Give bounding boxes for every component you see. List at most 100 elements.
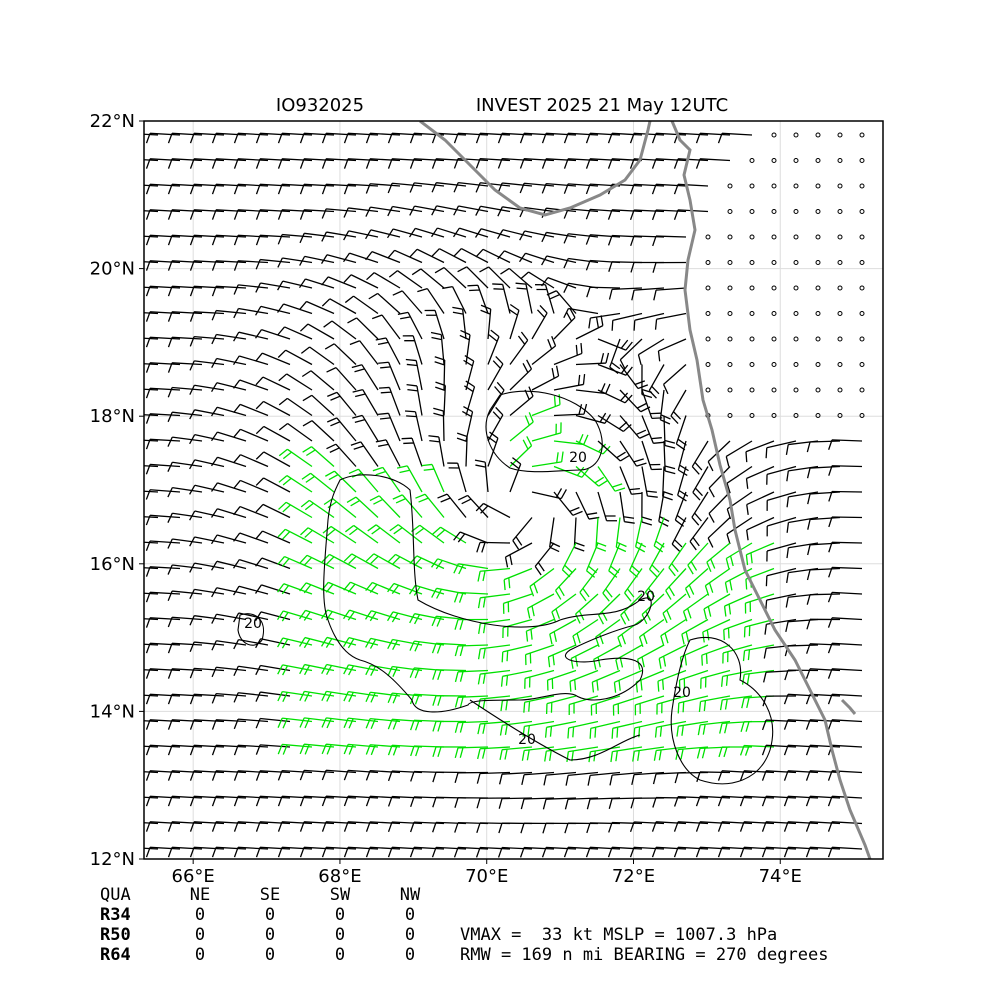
wind-barb: [786, 491, 819, 508]
wind-barb: [189, 510, 225, 521]
calm-marker: [815, 132, 821, 138]
wind-barb: [343, 795, 379, 807]
wind-barb: [343, 183, 379, 195]
wind-barb: [608, 542, 621, 578]
wind-barb: [210, 508, 247, 519]
wind-barb: [321, 769, 357, 781]
calm-marker: [771, 209, 777, 214]
wind-barb: [167, 386, 203, 398]
calm-marker: [815, 183, 821, 189]
x-tick-label: 72°E: [612, 866, 655, 887]
wind-barb: [827, 719, 863, 730]
wind-barb: [255, 209, 291, 220]
wind-barb: [277, 769, 313, 781]
wind-barb: [526, 593, 555, 619]
wind-barb: [145, 183, 181, 195]
wind-barb: [704, 567, 731, 596]
wind-barb: [387, 795, 423, 807]
wind-barb: [145, 311, 181, 322]
wind-barb: [475, 846, 511, 858]
wind-barb: [189, 641, 225, 652]
wind-barb: [632, 746, 665, 762]
wind-barb: [387, 182, 423, 194]
calm-marker: [837, 260, 843, 265]
wind-barb: [299, 132, 335, 144]
wind-barb: [232, 585, 269, 596]
wind-barb: [620, 593, 643, 625]
calm-marker: [793, 183, 799, 189]
wind-barb: [365, 251, 401, 264]
wind-barb: [541, 231, 577, 243]
wind-barb: [321, 743, 357, 755]
wind-barb: [432, 746, 467, 758]
wind-barb: [563, 183, 599, 194]
wind-barb: [567, 720, 599, 739]
wind-barb: [807, 516, 841, 530]
wind-barb: [343, 553, 379, 570]
wind-barb: [211, 770, 247, 781]
wind-barb: [387, 718, 423, 730]
wind-barb: [741, 695, 775, 709]
wind-barb: [563, 257, 599, 269]
wind-barb: [402, 335, 423, 365]
wind-barb: [518, 252, 555, 264]
wind-barb: [553, 403, 588, 417]
calm-marker: [859, 234, 865, 240]
wind-barb: [807, 542, 841, 556]
wind-barb: [277, 326, 313, 340]
wind-barb: [608, 797, 643, 810]
wind-barb: [144, 567, 159, 570]
wind-barb: [783, 770, 819, 781]
wind-barb: [524, 644, 555, 666]
wind-barb: [417, 287, 445, 314]
wind-barb: [630, 797, 665, 809]
calm-marker: [771, 362, 777, 367]
wind-barb: [145, 514, 181, 526]
wind-barb: [233, 665, 269, 677]
wind-barb: [409, 846, 445, 858]
calm-marker: [859, 132, 865, 138]
table-cell: R34: [100, 905, 131, 925]
wind-barb: [233, 307, 269, 319]
wind-barb: [641, 415, 664, 444]
wind-barb: [211, 560, 247, 571]
table-cell: 0: [265, 945, 275, 965]
wind-barb: [300, 499, 335, 519]
calm-marker: [859, 362, 865, 367]
wind-barb: [651, 846, 687, 858]
wind-barb: [144, 337, 159, 340]
table-cell: 0: [265, 905, 275, 925]
wind-barb: [321, 208, 357, 219]
wind-barb: [352, 414, 379, 442]
wind-barb: [497, 846, 533, 858]
wind-barb: [189, 459, 225, 470]
wind-barb: [665, 568, 687, 600]
wind-barb: [368, 292, 401, 314]
wind-barb: [629, 821, 665, 833]
wind-barb: [563, 846, 599, 858]
wind-barb: [535, 284, 555, 314]
wind-barb: [144, 541, 159, 544]
wind-barb: [145, 744, 181, 756]
wind-barb: [344, 295, 379, 315]
wind-barb: [563, 282, 599, 293]
wind-barb: [586, 797, 621, 810]
wind-barb: [255, 530, 291, 544]
wind-barb: [785, 593, 819, 608]
wind-barb: [255, 717, 291, 729]
wind-barb: [509, 436, 533, 467]
wind-barb: [827, 617, 863, 628]
wind-barb: [564, 797, 599, 810]
wind-barb: [431, 615, 467, 627]
wind-barb: [144, 516, 159, 519]
calm-marker: [749, 336, 755, 342]
wind-barb: [145, 158, 181, 169]
calm-marker: [815, 209, 821, 214]
table-cell: 0: [405, 905, 415, 925]
wind-barb: [673, 846, 709, 858]
wind-barb: [497, 182, 533, 193]
wind-barb: [343, 769, 379, 781]
wind-barb: [663, 415, 676, 449]
wind-barb: [167, 846, 203, 858]
